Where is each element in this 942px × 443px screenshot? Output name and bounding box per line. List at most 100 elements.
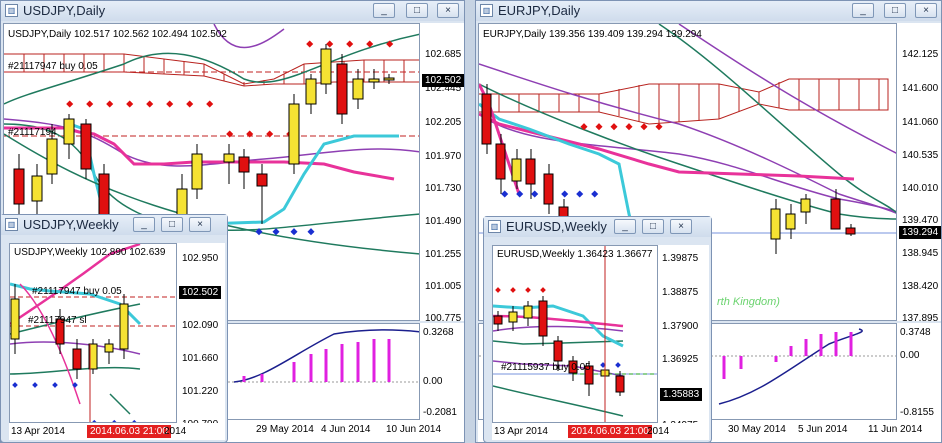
symbol-info: USDJPY,Weekly 102.890 102.639 bbox=[14, 247, 166, 258]
price-tick: 102.685 bbox=[425, 49, 462, 60]
price-tick: 141.600 bbox=[902, 83, 939, 94]
symbol-info: EURUSD,Weekly 1.36423 1.36677 bbox=[497, 249, 653, 260]
restore-button[interactable]: □ bbox=[642, 219, 664, 234]
signal-markers-blue bbox=[600, 362, 621, 368]
candles bbox=[13, 44, 395, 239]
chart-icon: ▥ bbox=[5, 218, 18, 231]
eurusd-weekly-window[interactable]: ▥ EURUSD,Weekly _ □ × bbox=[483, 216, 712, 443]
minimize-button[interactable]: _ bbox=[133, 217, 155, 232]
close-button[interactable]: × bbox=[437, 3, 459, 18]
crosshair-date-tag: 2014.06.03 21:00 bbox=[87, 425, 171, 438]
price-tick: 1.36925 bbox=[662, 354, 699, 365]
time-tick: 2014 bbox=[647, 426, 670, 437]
price-tick: 1.39875 bbox=[662, 253, 699, 264]
time-tick: 13 Apr 2014 bbox=[11, 426, 65, 437]
time-tick: 2014 bbox=[164, 426, 187, 437]
ma-cyan bbox=[63, 120, 399, 226]
price-tick: 139.470 bbox=[902, 215, 939, 226]
price-tick: 101.005 bbox=[425, 281, 462, 292]
title-bar[interactable]: ▥ EURJPY,Daily _ □ × bbox=[476, 1, 941, 21]
usdjpy-weekly-window[interactable]: ▥ USDJPY,Weekly _ □ × bbox=[0, 214, 228, 443]
signal-markers-blue bbox=[255, 228, 315, 236]
time-scale: 13 Apr 2014 2014.06.03 21:00 2014 bbox=[492, 423, 709, 440]
histogram-bars bbox=[722, 332, 853, 379]
price-chart-svg bbox=[493, 246, 657, 422]
price-tick: 141.060 bbox=[902, 117, 939, 128]
price-tick: 101.730 bbox=[425, 183, 462, 194]
current-price-tag: 102.502 bbox=[179, 286, 222, 299]
indicator-tick: 0.00 bbox=[900, 350, 920, 361]
crosshair-date-tag: 2014.06.03 21:00 bbox=[568, 425, 652, 438]
restore-button[interactable]: □ bbox=[884, 3, 906, 18]
price-chart-svg bbox=[10, 244, 176, 422]
time-tick: 13 Apr 2014 bbox=[494, 426, 548, 437]
symbol-info: USDJPY,Daily 102.517 102.562 102.494 102… bbox=[8, 29, 227, 40]
indicator-svg bbox=[4, 329, 419, 383]
price-tick: 142.125 bbox=[902, 49, 939, 60]
histogram-bars bbox=[242, 339, 391, 382]
minimize-button[interactable]: _ bbox=[852, 3, 874, 18]
time-tick: 11 Jun 2014 bbox=[868, 424, 923, 435]
price-tick: 101.255 bbox=[425, 249, 462, 260]
price-tick: 101.220 bbox=[182, 386, 219, 397]
price-tick: 102.950 bbox=[182, 253, 219, 264]
price-tick: 101.660 bbox=[182, 353, 219, 364]
price-tick: 137.895 bbox=[902, 313, 939, 324]
price-tick: 102.445 bbox=[425, 83, 462, 94]
restore-button[interactable]: □ bbox=[161, 217, 183, 232]
price-scale[interactable]: 102.950 102.090 101.660 101.220 100.790 … bbox=[177, 243, 225, 430]
price-chart-svg bbox=[479, 24, 896, 255]
candles bbox=[481, 84, 856, 254]
order-label: #21117947 sl bbox=[28, 315, 87, 326]
price-tick: 1.38875 bbox=[662, 287, 699, 298]
order-label: #21117947 buy 0.05 bbox=[32, 286, 122, 297]
signal-markers bbox=[495, 287, 546, 293]
price-tick: 101.970 bbox=[425, 151, 462, 162]
minimize-button[interactable]: _ bbox=[614, 219, 636, 234]
price-chart[interactable]: EURUSD,Weekly 1.36423 1.36677 #21115937 … bbox=[492, 245, 658, 423]
price-tick: 102.205 bbox=[425, 117, 462, 128]
price-chart-svg bbox=[4, 24, 419, 255]
close-button[interactable]: × bbox=[670, 219, 692, 234]
candles bbox=[493, 246, 625, 422]
title-bar[interactable]: ▥ EURUSD,Weekly _ □ × bbox=[484, 217, 711, 237]
watermark-text: rth Kingdom) bbox=[717, 296, 780, 308]
chart-icon: ▥ bbox=[5, 4, 18, 17]
window-title: USDJPY,Daily bbox=[23, 3, 106, 18]
indicator-scale: 0.3748 0.00 -0.8155 bbox=[897, 323, 941, 420]
restore-button[interactable]: □ bbox=[406, 3, 428, 18]
ma-slow bbox=[4, 133, 419, 255]
time-tick: 30 May 2014 bbox=[728, 424, 786, 435]
close-button[interactable]: × bbox=[189, 217, 211, 232]
time-tick: 5 Jun 2014 bbox=[798, 424, 848, 435]
order-label: #21117194 bbox=[8, 127, 57, 138]
title-bar[interactable]: ▥ USDJPY,Daily _ □ × bbox=[1, 1, 464, 21]
price-tick: 101.490 bbox=[425, 216, 462, 227]
time-tick: 4 Jun 2014 bbox=[321, 424, 371, 435]
ma-magenta bbox=[4, 126, 395, 181]
price-chart[interactable]: USDJPY,Weekly 102.890 102.639 #21117947 … bbox=[9, 243, 177, 423]
current-price-tag: 1.35883 bbox=[660, 388, 703, 401]
chart-icon: ▥ bbox=[480, 4, 493, 17]
price-tick: 140.010 bbox=[902, 183, 939, 194]
window-title: EURUSD,Weekly bbox=[506, 219, 607, 234]
current-price-tag: 139.294 bbox=[899, 226, 942, 239]
close-button[interactable]: × bbox=[915, 3, 937, 18]
indicator-tick: 0.3748 bbox=[900, 327, 931, 338]
price-scale[interactable]: 142.125 141.600 141.060 140.535 140.010 … bbox=[897, 23, 942, 324]
symbol-info: EURJPY,Daily 139.356 139.409 139.294 139… bbox=[483, 29, 702, 40]
price-tick: 102.090 bbox=[182, 320, 219, 331]
price-tick: 138.420 bbox=[902, 281, 939, 292]
price-scale[interactable]: 102.685 102.445 102.205 101.970 101.730 … bbox=[420, 23, 465, 324]
price-tick: 140.535 bbox=[902, 150, 939, 161]
window-title: USDJPY,Weekly bbox=[23, 217, 119, 232]
band-upper bbox=[213, 24, 285, 49]
price-tick: 100.775 bbox=[425, 313, 462, 324]
window-title: EURJPY,Daily bbox=[498, 3, 581, 18]
time-scale: 13 Apr 2014 2014.06.03 21:00 2014 bbox=[9, 423, 225, 440]
indicator-scale: 0.3268 0.00 -0.2081 bbox=[420, 323, 464, 420]
minimize-button[interactable]: _ bbox=[373, 3, 395, 18]
title-bar[interactable]: ▥ USDJPY,Weekly _ □ × bbox=[1, 215, 227, 235]
candles bbox=[10, 284, 129, 422]
price-scale[interactable]: 1.39875 1.38875 1.37900 1.36925 1.34975 … bbox=[658, 245, 709, 431]
